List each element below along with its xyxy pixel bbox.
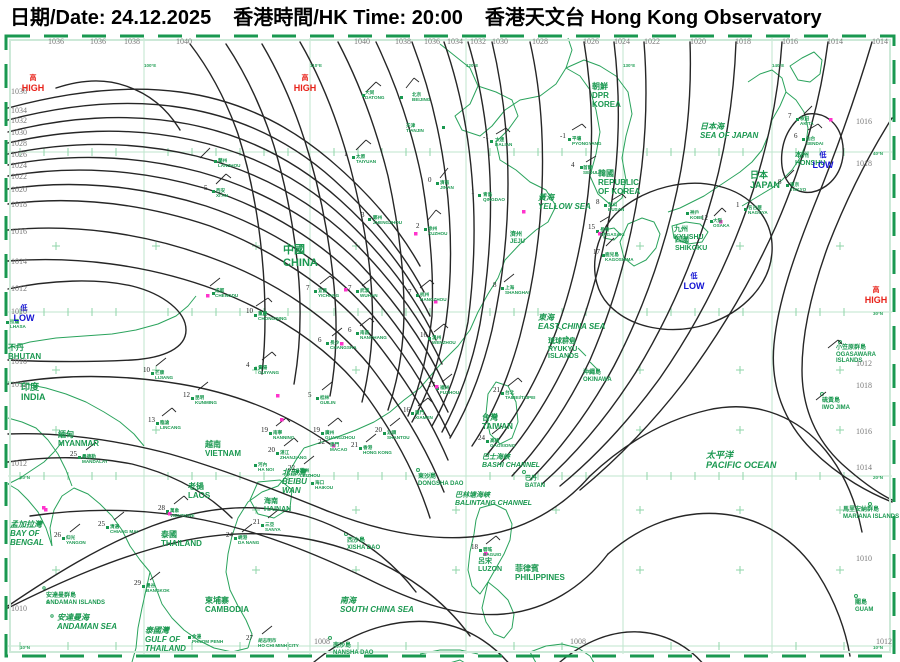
chart-header: 日期/Date: 24.12.2025 香港時間/HK Time: 20:00 … <box>0 0 900 30</box>
header-date: 日期/Date: 24.12.2025 <box>10 6 212 29</box>
station-highlight-dots <box>42 118 833 556</box>
chart-border <box>4 34 896 658</box>
isobars <box>7 41 893 662</box>
header-time: 香港時間/HK Time: 20:00 <box>233 6 463 29</box>
coastlines <box>7 37 872 662</box>
map-canvas <box>4 34 896 662</box>
station-plots <box>69 77 843 635</box>
station-dots <box>6 94 805 639</box>
grid-lines <box>8 38 892 654</box>
header-organisation: 香港天文台 Hong Kong Observatory <box>484 6 822 29</box>
grid-plus-markers <box>52 242 844 574</box>
surface-analysis-map[interactable]: 中國 CHINA 朝鮮 DPR KOREA 韓國 REPUBLIC OF KOREA 日本 JAP… <box>0 30 900 662</box>
